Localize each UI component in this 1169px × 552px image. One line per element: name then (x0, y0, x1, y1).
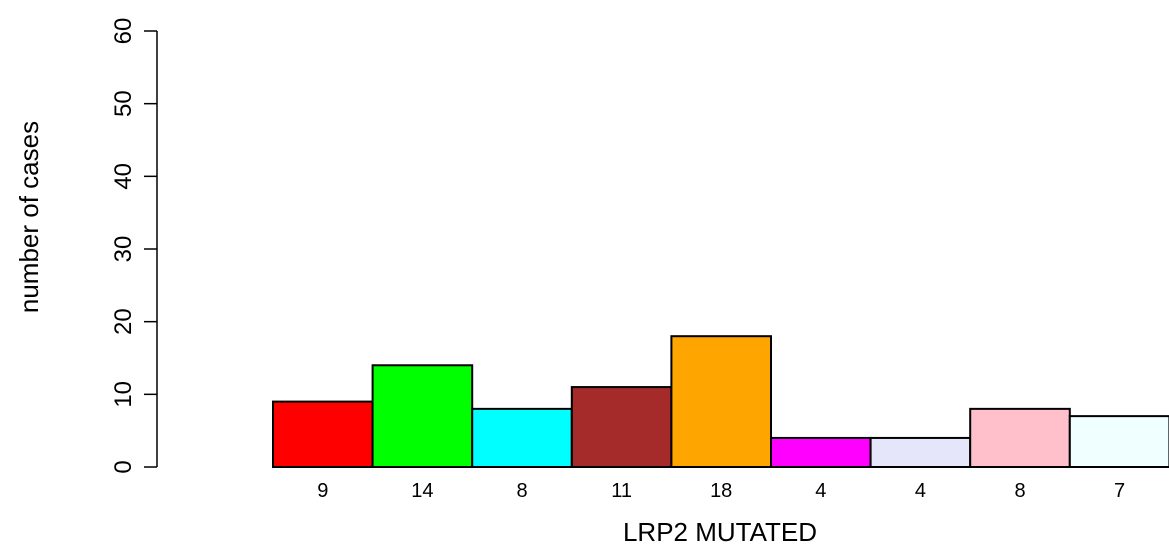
bar (272, 400, 374, 469)
y-axis: 0 10 20 30 40 50 60 (110, 18, 158, 474)
bar-count-label: 4 (915, 480, 926, 502)
bar-count-label: 8 (1014, 480, 1025, 502)
bar (869, 436, 972, 468)
y-tick-label: 60 (110, 18, 137, 45)
bar-count-label: 11 (611, 480, 632, 502)
bar-count-label: 9 (317, 480, 328, 502)
y-tick-label: 30 (110, 236, 137, 263)
bar (770, 436, 872, 468)
y-axis-title: number of cases (14, 121, 44, 313)
bar-count-label: 14 (411, 480, 433, 502)
y-tick-label: 20 (110, 308, 137, 335)
y-tick-label: 50 (110, 90, 137, 117)
y-tick-label: 40 (110, 163, 137, 190)
bar (471, 407, 573, 469)
y-tick-label: 0 (110, 460, 137, 473)
bars (272, 335, 1169, 469)
bar (1068, 415, 1169, 468)
bar (570, 386, 673, 469)
bar-count-label: 7 (1114, 480, 1125, 502)
x-axis-title: LRP2 MUTATED (623, 517, 817, 547)
bar-count-label: 8 (516, 480, 527, 502)
bar (670, 335, 773, 469)
bar (371, 364, 474, 468)
bar (969, 407, 1071, 469)
bar-count-label: 4 (815, 480, 826, 502)
y-tick-label: 10 (110, 381, 137, 408)
bar-labels: 9 14 8 11 18 4 4 8 7 (317, 480, 1125, 502)
bar-count-label: 18 (710, 480, 732, 502)
